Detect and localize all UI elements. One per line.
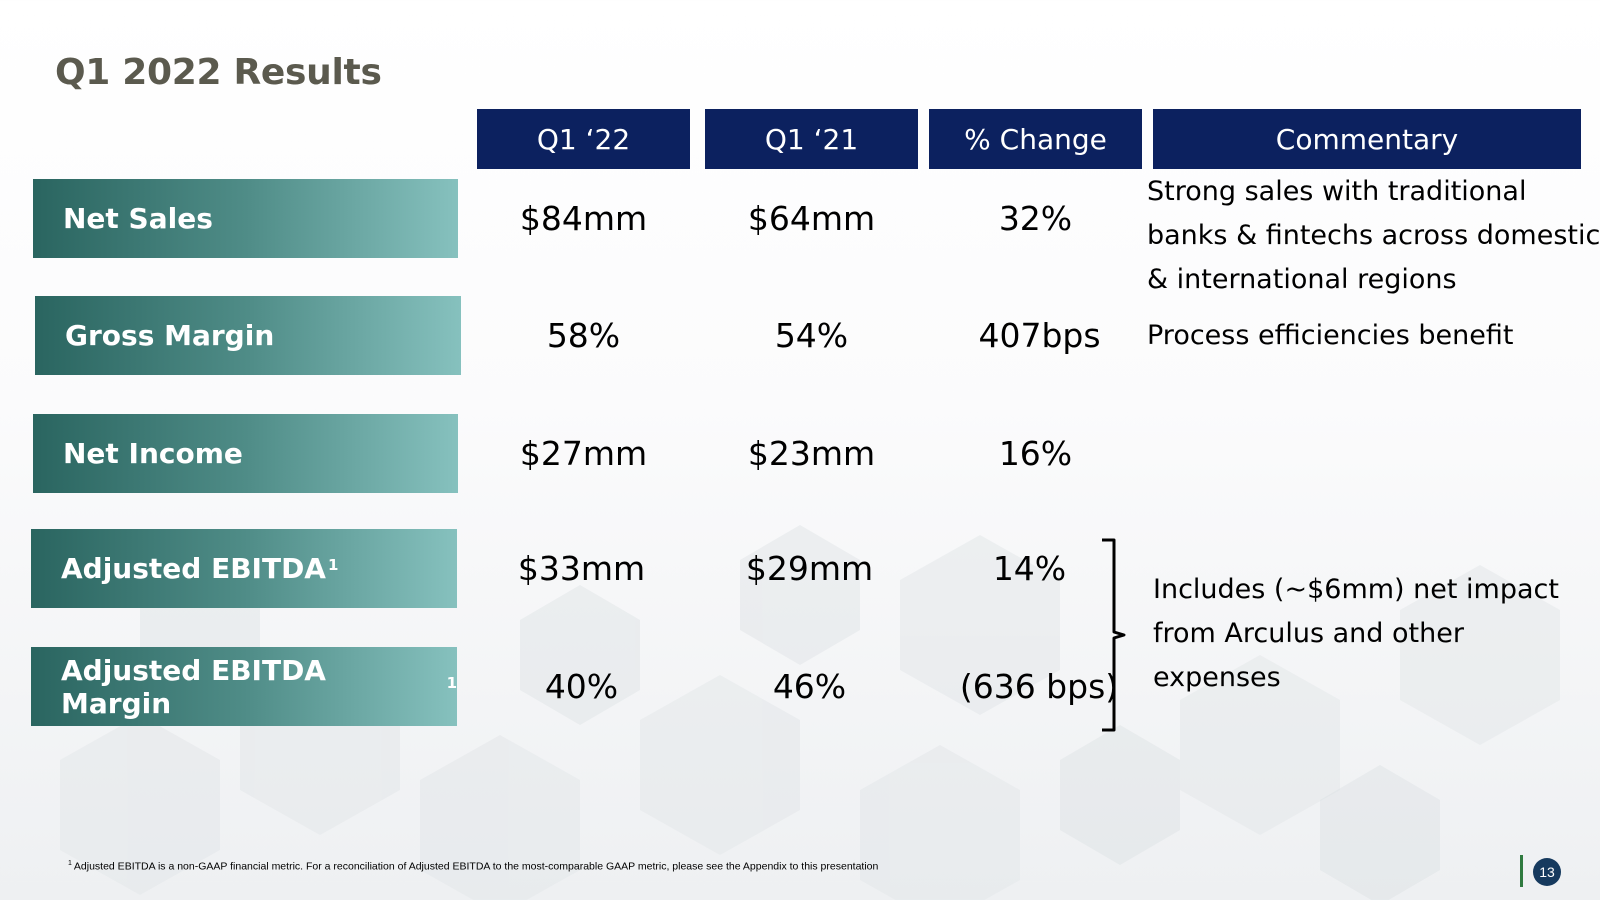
commentary-line: Includes (~$6mm) net impact: [1153, 574, 1559, 605]
commentary-line: banks & fintechs across domestic: [1147, 220, 1600, 251]
footnote-marker: 1: [327, 555, 339, 574]
commentary-line: & international regions: [1147, 264, 1457, 295]
row-label-net-income: Net Income: [33, 414, 458, 493]
commentary-line: Strong sales with traditional: [1147, 176, 1527, 207]
cell-change-net-sales: 32%: [998, 199, 1073, 238]
row-label-adjusted-ebitda: Adjusted EBITDA 1: [31, 529, 457, 608]
page-number: 13: [1533, 858, 1561, 886]
column-header-q1-21: Q1 ‘21: [705, 109, 918, 169]
row-label-gross-margin: Gross Margin: [35, 296, 461, 375]
cell-q1-22-net-sales: $84mm: [519, 199, 648, 238]
row-label-text: Gross Margin: [65, 319, 275, 352]
cell-change-gross-margin: 407bps: [978, 316, 1101, 355]
page-number-divider: [1520, 855, 1523, 887]
cell-change-net-income: 16%: [998, 434, 1073, 473]
row-label-text: Adjusted EBITDA: [61, 552, 326, 585]
row-label-net-sales: Net Sales: [33, 179, 458, 258]
cell-q1-21-adjusted-ebitda: $29mm: [745, 549, 874, 588]
cell-q1-22-net-income: $27mm: [519, 434, 648, 473]
cell-change-adjusted-ebitda-margin: (636 bps): [959, 667, 1119, 706]
commentary-gross-margin: Process efficiencies benefit: [1147, 314, 1600, 358]
row-label-adjusted-ebitda-margin: Adjusted EBITDA Margin 1: [31, 647, 457, 726]
row-label-text: Net Sales: [63, 202, 213, 235]
column-header-q1-22: Q1 ‘22: [477, 109, 690, 169]
cell-q1-22-adjusted-ebitda-margin: 40%: [544, 667, 619, 706]
commentary-ebitda: Includes (~$6mm) net impact from Arculus…: [1153, 568, 1600, 700]
row-label-text: Adjusted EBITDA Margin: [61, 653, 326, 720]
cell-q1-22-adjusted-ebitda: $33mm: [517, 549, 646, 588]
row-label-text: Net Income: [63, 437, 243, 470]
commentary-line: from Arculus and other: [1153, 618, 1464, 649]
cell-q1-21-adjusted-ebitda-margin: 46%: [772, 667, 847, 706]
cell-q1-21-gross-margin: 54%: [774, 316, 849, 355]
footnote-marker: 1: [446, 673, 457, 692]
cell-change-adjusted-ebitda: 14%: [992, 549, 1067, 588]
column-header-commentary: Commentary: [1153, 109, 1581, 169]
commentary-net-sales: Strong sales with traditional banks & fi…: [1147, 170, 1600, 302]
footnote-text: Adjusted EBITDA is a non-GAAP financial …: [73, 860, 879, 873]
footnote: 1 Adjusted EBITDA is a non-GAAP financial…: [68, 860, 878, 873]
commentary-line: expenses: [1153, 662, 1281, 693]
curly-bracket-icon: [1102, 538, 1126, 732]
cell-q1-21-net-sales: $64mm: [747, 199, 876, 238]
commentary-line: Process efficiencies benefit: [1147, 320, 1514, 351]
slide-title: Q1 2022 Results: [55, 52, 382, 93]
footnote-marker: 1: [68, 860, 72, 867]
cell-q1-22-gross-margin: 58%: [546, 316, 621, 355]
cell-q1-21-net-income: $23mm: [747, 434, 876, 473]
column-header-percent-change: % Change: [929, 109, 1142, 169]
